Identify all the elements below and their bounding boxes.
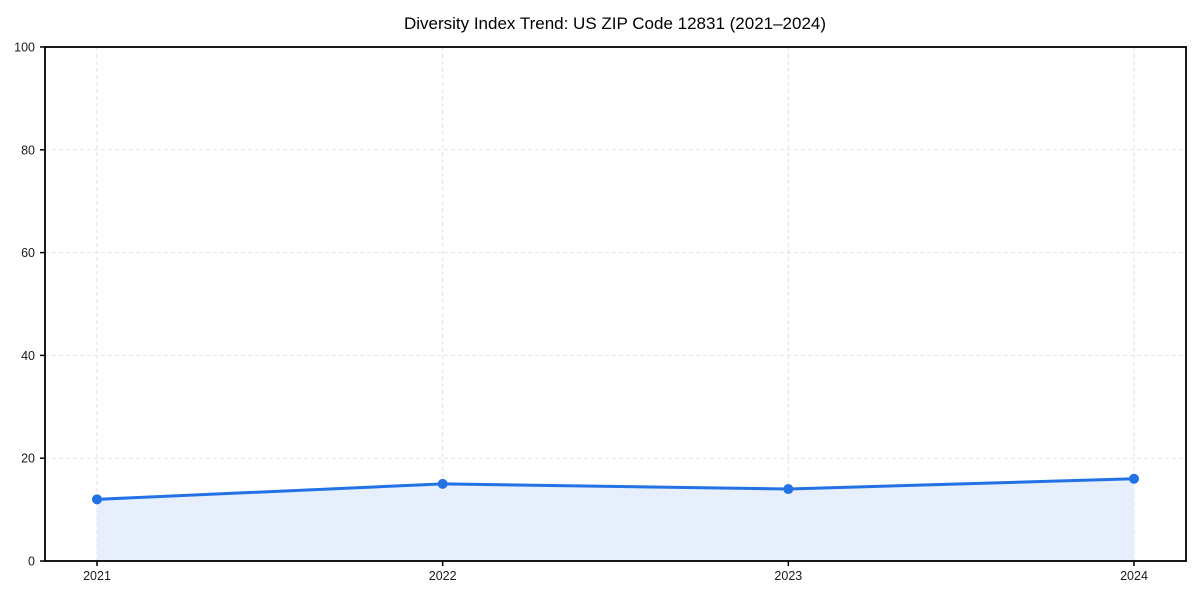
series-line xyxy=(95,477,1136,501)
x-tick-label: 2022 xyxy=(429,569,457,583)
y-tick-label: 40 xyxy=(21,349,35,363)
data-point-marker xyxy=(92,494,102,505)
y-tick-label: 0 xyxy=(28,555,35,569)
series-area xyxy=(97,478,1134,561)
x-tick-label: 2021 xyxy=(83,569,111,583)
data-point-marker xyxy=(783,484,794,495)
y-tick-label: 60 xyxy=(21,246,35,260)
x-tick-label: 2023 xyxy=(774,569,802,583)
y-tick-label: 80 xyxy=(21,143,35,157)
data-point-marker xyxy=(437,478,448,489)
x-tick-label: 2024 xyxy=(1120,569,1148,583)
chart-title: Diversity Index Trend: US ZIP Code 12831… xyxy=(404,14,826,33)
y-tick-label: 20 xyxy=(21,452,35,466)
data-point-marker xyxy=(1129,473,1139,484)
plot-area: 0 20 40 60 80 100 2021 2022 2023 2024 xyxy=(14,41,1187,583)
axis-frame xyxy=(44,46,1187,562)
y-tick-label: 100 xyxy=(14,41,35,55)
